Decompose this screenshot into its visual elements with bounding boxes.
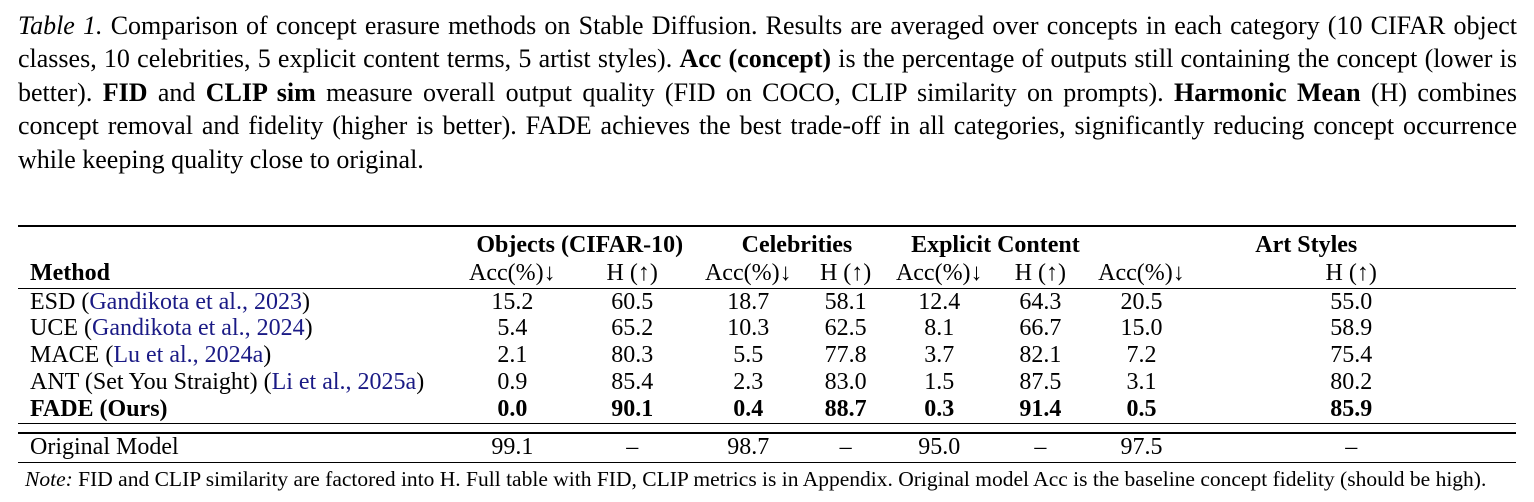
value-cell: 2.1 xyxy=(497,342,528,369)
col-header-artstyles-acc: Acc(%)↓ xyxy=(1098,260,1185,287)
col-header-celebrities-acc: Acc(%)↓ xyxy=(704,260,792,287)
col-header-method: Method xyxy=(30,260,110,287)
value-cell: 58.1 xyxy=(824,288,867,315)
value-cell: 83.0 xyxy=(824,369,867,396)
group-header-spacer xyxy=(18,226,460,260)
value-cell: 66.7 xyxy=(1019,315,1062,342)
value-cell: 60.5 xyxy=(611,288,654,315)
group-header-celebrities: Celebrities xyxy=(741,231,853,258)
method-cell: MACE (Lu et al., 2024a) xyxy=(30,342,272,369)
value-cell: – xyxy=(984,432,1097,463)
value-cell: 95.0 xyxy=(894,432,985,463)
caption-bold-clipsim: CLIP sim xyxy=(205,77,316,107)
value-cell: 85.9 xyxy=(1330,396,1373,423)
value-cell: 77.8 xyxy=(824,342,867,369)
table-footnote: Note: FID and CLIP similarity are factor… xyxy=(25,466,1517,492)
method-cell: ANT (Set You Straight) (Li et al., 2025a… xyxy=(30,369,425,396)
value-cell: 0.9 xyxy=(497,369,528,396)
table-row-ant: ANT (Set You Straight) (Li et al., 2025a… xyxy=(18,370,1516,397)
value-cell: – xyxy=(1186,432,1516,463)
value-cell: 97.5 xyxy=(1096,432,1187,463)
value-cell: 15.2 xyxy=(491,288,534,315)
value-cell: 5.5 xyxy=(733,342,764,369)
value-cell: 64.3 xyxy=(1019,288,1062,315)
results-table-container: Objects (CIFAR-10) Celebrities Explicit … xyxy=(18,225,1516,463)
caption-bold-fid: FID xyxy=(102,77,148,107)
note-label: Note: xyxy=(25,467,73,491)
value-cell: 65.2 xyxy=(611,315,654,342)
value-cell: 15.0 xyxy=(1120,315,1163,342)
method-cell: ESD (Gandikota et al., 2023) xyxy=(30,288,310,315)
table-row-original-model: Original Model 99.1 – 98.7 – 95.0 – 97.5… xyxy=(18,432,1516,463)
citation-link[interactable]: Li et al., 2025a xyxy=(271,369,417,396)
value-cell: 1.5 xyxy=(924,369,955,396)
value-cell: 8.1 xyxy=(924,315,955,342)
column-header-row: Method Acc(%)↓ H (↑) Acc(%)↓ H (↑) Acc(%… xyxy=(18,260,1516,289)
value-cell: 85.4 xyxy=(611,369,654,396)
table-row-esd: ESD (Gandikota et al., 2023) 15.2 60.5 1… xyxy=(18,289,1516,316)
value-cell: 98.7 xyxy=(699,432,797,463)
group-header-art-styles: Art Styles xyxy=(1255,231,1358,258)
value-cell: 10.3 xyxy=(727,315,770,342)
value-cell: – xyxy=(796,432,895,463)
value-cell: 82.1 xyxy=(1019,342,1062,369)
value-cell: 99.1 xyxy=(459,432,565,463)
value-cell: 0.4 xyxy=(733,396,764,423)
caption-bold-harmonic-mean: Harmonic Mean xyxy=(1174,77,1361,107)
value-cell: 80.3 xyxy=(611,342,654,369)
group-header-objects: Objects (CIFAR-10) xyxy=(476,231,684,258)
value-cell: 87.5 xyxy=(1019,369,1062,396)
col-header-explicit-acc: Acc(%)↓ xyxy=(895,260,983,287)
col-header-celebrities-h: H (↑) xyxy=(819,260,872,287)
value-cell: 75.4 xyxy=(1330,342,1373,369)
citation-link[interactable]: Gandikota et al., 2024 xyxy=(92,315,305,342)
group-header-explicit-content: Explicit Content xyxy=(911,231,1080,258)
caption-text: Comparison of concept erasure methods on… xyxy=(18,11,1517,74)
value-cell: 0.0 xyxy=(497,396,528,423)
group-header-row: Objects (CIFAR-10) Celebrities Explicit … xyxy=(18,226,1516,260)
table-row-fade-ours: FADE (Ours) 0.0 90.1 0.4 88.7 0.3 91.4 0… xyxy=(18,397,1516,424)
table-row-mace: MACE (Lu et al., 2024a) 2.1 80.3 5.5 77.… xyxy=(18,343,1516,370)
method-cell: Original Model xyxy=(18,432,460,463)
value-cell: 90.1 xyxy=(611,396,654,423)
col-header-objects-acc: Acc(%)↓ xyxy=(469,260,556,287)
value-cell: – xyxy=(564,432,700,463)
double-rule-spacer xyxy=(18,423,1516,433)
value-cell: 20.5 xyxy=(1120,288,1163,315)
col-header-explicit-h: H (↑) xyxy=(1014,260,1067,287)
value-cell: 55.0 xyxy=(1330,288,1373,315)
citation-link[interactable]: Gandikota et al., 2023 xyxy=(89,288,302,315)
value-cell: 80.2 xyxy=(1330,369,1373,396)
citation-link[interactable]: Lu et al., 2024a xyxy=(113,342,264,369)
note-text: FID and CLIP similarity are factored int… xyxy=(72,467,1487,491)
value-cell: 2.3 xyxy=(733,369,764,396)
value-cell: 91.4 xyxy=(1019,396,1062,423)
value-cell: 3.1 xyxy=(1126,369,1157,396)
value-cell: 0.3 xyxy=(924,396,955,423)
caption-bold-acc: Acc (concept) xyxy=(679,44,832,74)
value-cell: 3.7 xyxy=(924,342,955,369)
value-cell: 7.2 xyxy=(1126,342,1157,369)
value-cell: 88.7 xyxy=(824,396,867,423)
table-row-uce: UCE (Gandikota et al., 2024) 5.4 65.2 10… xyxy=(18,316,1516,343)
value-cell: 0.5 xyxy=(1126,396,1157,423)
value-cell: 12.4 xyxy=(918,288,961,315)
caption-label: Table 1. xyxy=(18,11,103,40)
method-cell: UCE (Gandikota et al., 2024) xyxy=(30,315,313,342)
col-header-objects-h: H (↑) xyxy=(606,260,658,287)
value-cell: 5.4 xyxy=(497,315,528,342)
method-cell: FADE (Ours) xyxy=(30,396,168,423)
results-table: Objects (CIFAR-10) Celebrities Explicit … xyxy=(18,225,1516,463)
value-cell: 58.9 xyxy=(1330,315,1373,342)
table-caption: Table 1. Comparison of concept erasure m… xyxy=(18,11,1518,174)
value-cell: 62.5 xyxy=(824,315,867,342)
value-cell: 18.7 xyxy=(727,288,770,315)
col-header-artstyles-h: H (↑) xyxy=(1325,260,1377,287)
